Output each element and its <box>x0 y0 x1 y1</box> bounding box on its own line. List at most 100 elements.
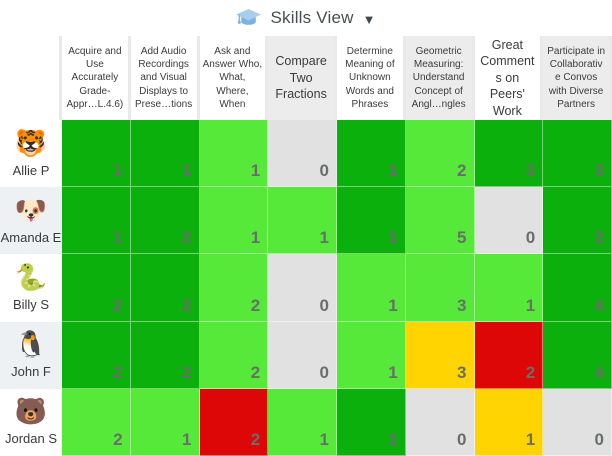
grade-cell[interactable]: 1 <box>474 254 544 322</box>
grade-cell[interactable]: 0 <box>543 388 612 456</box>
grade-value: 2 <box>525 362 536 382</box>
grade-cell[interactable]: 3 <box>405 254 475 322</box>
grade-value: 1 <box>113 161 123 181</box>
grade-value: 0 <box>319 295 329 315</box>
grade-value: 0 <box>525 228 536 248</box>
grade-value: 4 <box>594 295 604 315</box>
grade-cell[interactable]: 0 <box>405 388 475 456</box>
grade-value: 1 <box>182 161 192 181</box>
grade-cell[interactable]: 1 <box>474 388 544 456</box>
grade-cell[interactable]: 2 <box>474 321 544 389</box>
grade-cell[interactable]: 1 <box>268 187 337 255</box>
grade-cell[interactable]: 1 <box>337 388 406 456</box>
grade-value: 0 <box>594 429 604 449</box>
grade-cell[interactable]: 2 <box>130 321 200 389</box>
grade-cell[interactable]: 1 <box>199 120 269 188</box>
grade-cell[interactable]: 2 <box>130 187 200 255</box>
grade-cell[interactable]: 2 <box>543 187 612 255</box>
grade-cell[interactable]: 1 <box>199 187 269 255</box>
skill-column-label: Determine Meaning of Unknown Words and P… <box>345 46 395 110</box>
skill-column-header[interactable]: Geometric Measuring: Understand Concept … <box>405 36 475 120</box>
grade-cell[interactable]: 3 <box>405 321 475 389</box>
skill-column-header[interactable]: Add Audio Recordings and Visual Displays… <box>130 36 200 120</box>
grade-cell[interactable]: 2 <box>199 254 269 322</box>
student-avatar-emoji: 🐻 <box>14 396 48 427</box>
grade-cell[interactable]: 1 <box>62 120 131 188</box>
grade-cell[interactable]: 2 <box>405 120 475 188</box>
grade-cell[interactable]: 1 <box>337 187 406 255</box>
grade-value: 2 <box>113 429 123 449</box>
skill-column-label: Add Audio Recordings and Visual Displays… <box>135 46 193 110</box>
grade-cell[interactable]: 1 <box>337 120 406 188</box>
grade-cell[interactable]: 0 <box>268 120 337 188</box>
skill-column-label: Great Comments on Peers' Work <box>480 37 535 118</box>
skill-column-label: Participate in Collaborativ e Convos wit… <box>547 46 606 110</box>
grade-cell[interactable]: 0 <box>268 321 337 389</box>
chevron-down-icon: ▼ <box>362 11 376 27</box>
grade-value: 1 <box>388 362 398 382</box>
skill-column-label: Compare Two Fractions <box>275 54 327 102</box>
skill-column-header[interactable]: Ask and Answer Who, What, Where, When <box>199 36 269 120</box>
student-name: Billy S <box>12 296 50 312</box>
grade-cell[interactable]: 2 <box>199 321 269 389</box>
grade-value: 4 <box>594 362 604 382</box>
grade-value: 1 <box>525 429 536 449</box>
grade-value: 3 <box>457 295 467 315</box>
grade-value: 0 <box>319 161 329 181</box>
grade-value: 1 <box>388 161 398 181</box>
grade-cell[interactable]: 1 <box>130 120 200 188</box>
grade-cell[interactable]: 1 <box>130 388 200 456</box>
grade-cell[interactable]: 1 <box>337 321 406 389</box>
skill-column-header[interactable]: Participate in Collaborativ e Convos wit… <box>543 36 612 120</box>
grade-cell[interactable]: 4 <box>543 321 612 389</box>
grade-value: 2 <box>182 228 192 248</box>
grade-value: 1 <box>319 429 329 449</box>
skills-grid: Acquire and Use Accurately Grade-Appr…L.… <box>0 36 612 456</box>
grade-value: 2 <box>594 228 604 248</box>
student-avatar-emoji: 🐶 <box>14 194 48 225</box>
grade-cell[interactable]: 4 <box>543 254 612 322</box>
grade-cell[interactable]: 0 <box>474 187 544 255</box>
grade-value: 1 <box>319 228 329 248</box>
grade-value: 3 <box>594 161 604 181</box>
grade-cell[interactable]: 3 <box>543 120 612 188</box>
grade-cell[interactable]: 5 <box>405 187 475 255</box>
grade-value: 1 <box>388 429 398 449</box>
grade-cell[interactable]: 1 <box>62 187 131 255</box>
grade-value: 2 <box>182 295 192 315</box>
graduation-cap-icon <box>236 8 262 28</box>
grade-value: 1 <box>250 228 261 248</box>
student-cell[interactable]: 🐯 Allie P <box>0 120 62 188</box>
grade-value: 2 <box>457 161 467 181</box>
grade-value: 0 <box>457 429 467 449</box>
grade-cell[interactable]: 2 <box>199 388 269 456</box>
skill-column-header[interactable]: Compare Two Fractions <box>268 36 337 120</box>
student-cell[interactable]: 🐻 Jordan S <box>0 388 62 456</box>
grade-cell[interactable]: 1 <box>337 254 406 322</box>
skill-column-label: Acquire and Use Accurately Grade-Appr…L.… <box>66 46 124 110</box>
skill-column-header[interactable]: Determine Meaning of Unknown Words and P… <box>337 36 406 120</box>
skill-column-header[interactable]: Great Comments on Peers' Work <box>474 36 544 120</box>
grade-value: 1 <box>388 295 398 315</box>
student-name: Amanda E <box>0 229 62 245</box>
view-selector-dropdown[interactable]: Skills View ▼ <box>236 8 376 28</box>
grade-value: 2 <box>250 429 261 449</box>
skill-column-header[interactable]: Acquire and Use Accurately Grade-Appr…L.… <box>62 36 131 120</box>
student-name: Allie P <box>12 162 50 178</box>
grade-cell[interactable]: 2 <box>62 321 131 389</box>
grade-cell[interactable]: 1 <box>268 388 337 456</box>
grade-cell[interactable]: 2 <box>62 254 131 322</box>
grade-value: 1 <box>113 228 123 248</box>
student-cell[interactable]: 🐶 Amanda E <box>0 187 62 255</box>
corner-cell <box>0 36 62 120</box>
grade-value: 0 <box>319 362 329 382</box>
student-cell[interactable]: 🐧 John F <box>0 321 62 389</box>
grade-cell[interactable]: 3 <box>474 120 544 188</box>
grade-cell[interactable]: 2 <box>130 254 200 322</box>
student-cell[interactable]: 🐍 Billy S <box>0 254 62 322</box>
grade-cell[interactable]: 0 <box>268 254 337 322</box>
view-selector-label: Skills View <box>270 8 354 27</box>
grade-cell[interactable]: 2 <box>62 388 131 456</box>
grade-value: 5 <box>457 228 467 248</box>
grade-value: 2 <box>113 362 123 382</box>
